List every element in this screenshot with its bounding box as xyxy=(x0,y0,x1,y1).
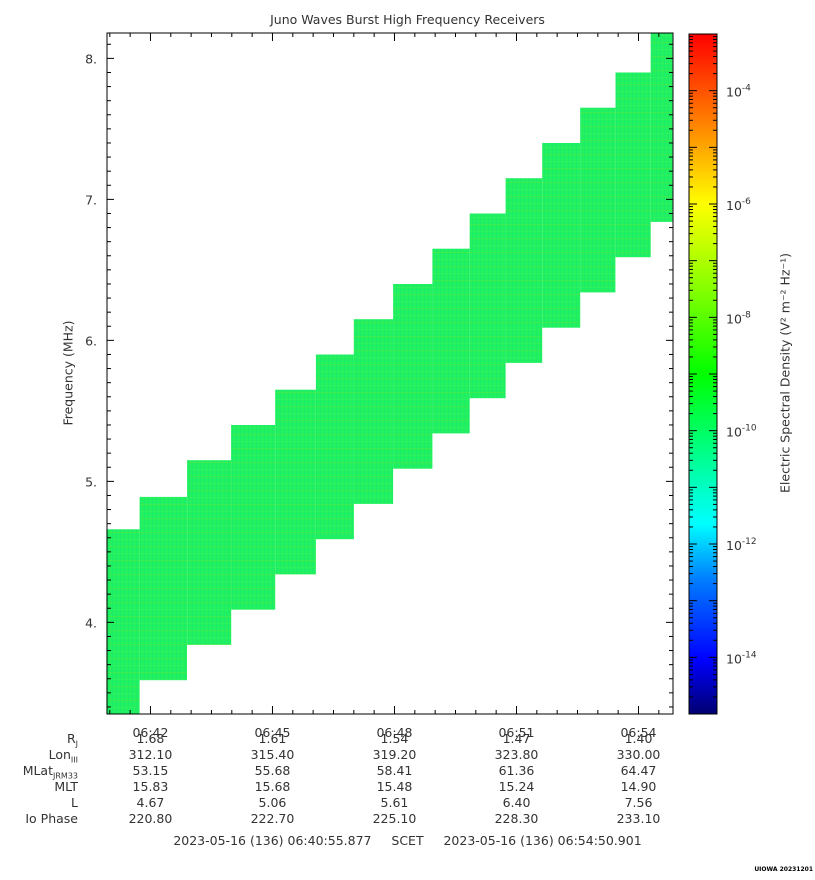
spectrogram-block-13 xyxy=(580,107,616,293)
ephemeris-value: 64.47 xyxy=(620,763,657,778)
colorbar-tick-label: 10-10 xyxy=(726,424,757,440)
ephemeris-value: 15.48 xyxy=(376,779,413,794)
ephemeris-row-label: Io Phase xyxy=(25,811,78,826)
plot-frame xyxy=(106,32,674,715)
ephemeris-value: 233.10 xyxy=(616,811,661,826)
ephemeris-value: 15.68 xyxy=(254,779,291,794)
ephemeris-row-label: MLT xyxy=(54,779,78,794)
ephemeris-value: 319.20 xyxy=(372,747,417,762)
spectrogram-block-1 xyxy=(106,529,140,714)
x-axis-ticks xyxy=(109,33,660,714)
x-tick-label: 06:45 xyxy=(254,725,291,740)
ephemeris-value: 1.47 xyxy=(502,731,531,746)
colorbar-tick-label: 10-4 xyxy=(726,84,751,100)
ephemeris-value: 228.30 xyxy=(494,811,539,826)
ephemeris-row-label: MLatJRM33 xyxy=(22,763,78,781)
ephemeris-value: 1.68 xyxy=(136,731,165,746)
ephemeris-value: 15.83 xyxy=(132,779,169,794)
ephemeris-value: 55.68 xyxy=(254,763,291,778)
spectrogram-block-7 xyxy=(353,319,394,504)
y-tick-label: 6. xyxy=(85,333,97,348)
ephemeris-value: 61.36 xyxy=(498,763,535,778)
y-tick-label: 4. xyxy=(85,615,97,630)
scet-end: 2023-05-16 (136) 06:54:50.901 xyxy=(443,833,642,848)
x-tick-label: 06:51 xyxy=(498,725,535,740)
spectrogram-block-4 xyxy=(231,425,276,610)
colorbar-tick-label: 10-14 xyxy=(726,650,757,666)
spectrogram-block-14 xyxy=(615,72,651,258)
colorbar-tick-label: 10-8 xyxy=(726,310,751,326)
spectrogram-block-5 xyxy=(275,389,316,575)
ephemeris-row-label: L xyxy=(71,795,78,810)
y-tick-label: 8. xyxy=(85,51,97,66)
footer-credit: UIOWA 20231201 xyxy=(754,866,813,873)
ephemeris-value: 222.70 xyxy=(250,811,295,826)
ephemeris-value: 14.90 xyxy=(620,779,657,794)
colorbar-tick-label: 10-6 xyxy=(726,197,751,213)
ephemeris-value: 1.40 xyxy=(624,731,653,746)
ephemeris-value: 312.10 xyxy=(128,747,173,762)
spectrogram-block-9 xyxy=(432,248,470,434)
x-tick-label: 06:48 xyxy=(376,725,413,740)
colorbar-label: Electric Spectral Density (V² m⁻² Hz⁻¹) xyxy=(777,253,793,493)
y-tick-label: 5. xyxy=(85,474,97,489)
ephemeris-value: 4.67 xyxy=(136,795,165,810)
scet-start: 2023-05-16 (136) 06:40:55.877 xyxy=(173,833,372,848)
ephemeris-value: 58.41 xyxy=(376,763,413,778)
spectrogram-block-12 xyxy=(542,143,581,328)
ephemeris-value: 5.06 xyxy=(258,795,287,810)
ephemeris-value: 225.10 xyxy=(372,811,417,826)
x-tick-label: 06:42 xyxy=(132,725,169,740)
y-axis-label: Frequency (MHz) xyxy=(60,320,76,426)
ephemeris-row-label: LonIII xyxy=(48,747,78,765)
ephemeris-value: 315.40 xyxy=(250,747,295,762)
spectrogram-block-11 xyxy=(505,178,543,363)
ephemeris-value: 1.54 xyxy=(380,731,409,746)
colorbar-ticks: 10-4 10-6 10-8 10-10 10-12 10-14 xyxy=(689,33,757,715)
ephemeris-row-label: RJ xyxy=(66,731,78,749)
spectrogram-block-10 xyxy=(469,213,506,399)
colorbar-tick-label: 10-12 xyxy=(726,537,757,553)
spectrogram-block-15 xyxy=(650,33,673,222)
spectrogram-block-2 xyxy=(139,496,187,681)
y-axis-ticks: 4. 5. 6. 7. 8. xyxy=(85,43,673,708)
ephemeris-value: 6.40 xyxy=(502,795,531,810)
chart-title: Juno Waves Burst High Frequency Receiver… xyxy=(270,12,545,27)
spectrogram-block-3 xyxy=(187,460,232,645)
ephemeris-value: 220.80 xyxy=(128,811,173,826)
spectrogram-block-8 xyxy=(393,284,433,469)
ephemeris-value: 330.00 xyxy=(616,747,661,762)
ephemeris-value: 53.15 xyxy=(132,763,169,778)
spectrogram-block-6 xyxy=(315,354,354,540)
x-tick-label: 06:54 xyxy=(620,725,657,740)
ephemeris-value: 15.24 xyxy=(498,779,535,794)
spectrogram-blocks xyxy=(106,33,673,714)
ephemeris-value: 5.61 xyxy=(380,795,409,810)
scet-label: SCET xyxy=(391,833,424,848)
ephemeris-value: 7.56 xyxy=(624,795,653,810)
ephemeris-value: 323.80 xyxy=(494,747,539,762)
scet-line: 2023-05-16 (136) 06:40:55.877 SCET 2023-… xyxy=(0,833,815,848)
y-tick-label: 7. xyxy=(85,192,97,207)
ephemeris-value: 1.61 xyxy=(258,731,287,746)
